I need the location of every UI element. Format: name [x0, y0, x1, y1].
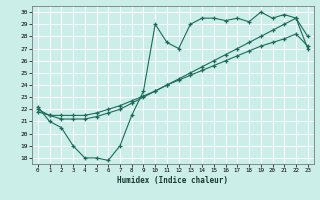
X-axis label: Humidex (Indice chaleur): Humidex (Indice chaleur)	[117, 176, 228, 185]
